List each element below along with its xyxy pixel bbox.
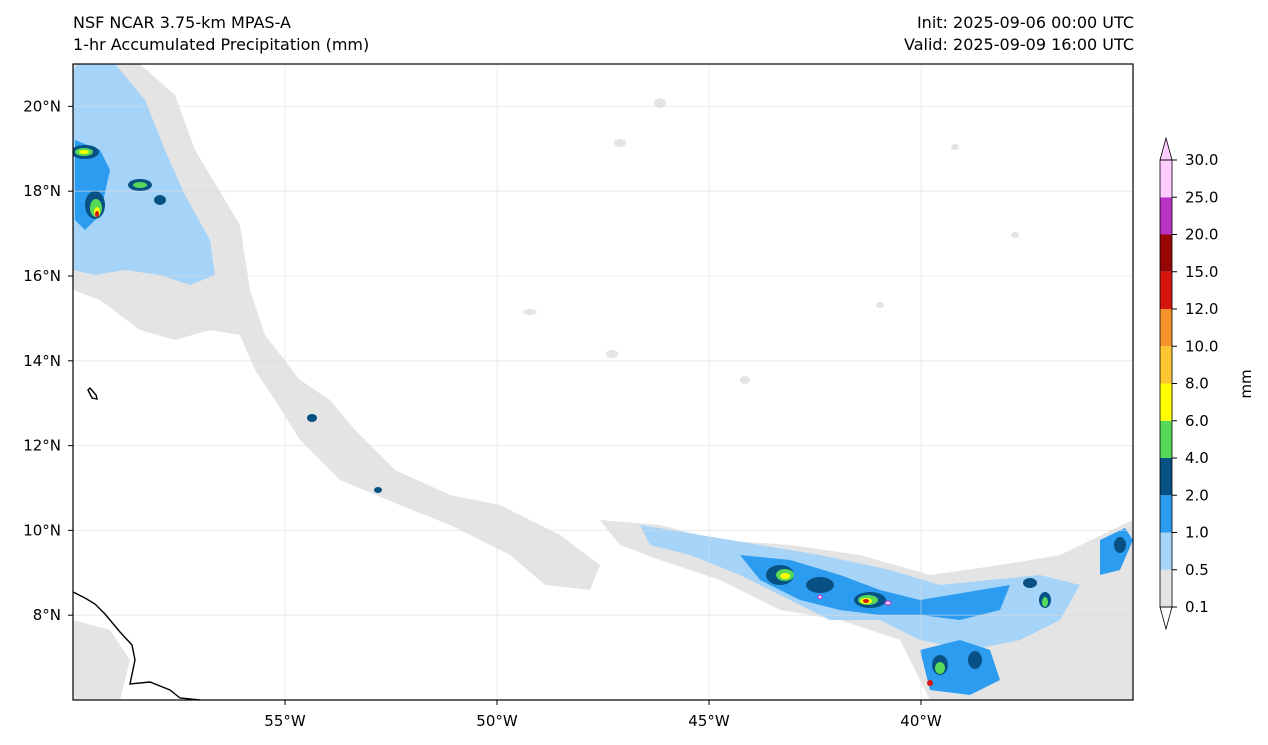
colorbar-extend-max [1159, 136, 1173, 161]
lat-tick-label: 12°N [23, 437, 61, 455]
colorbar-segment [1160, 458, 1172, 496]
title-valid-time: Valid: 2025-09-09 16:00 UTC [903, 35, 1134, 54]
lon-tick-label: 45°W [688, 712, 730, 730]
colorbar-segment [1160, 271, 1172, 309]
colorbar-tick-label: 6.0 [1185, 412, 1209, 430]
gridlines [73, 64, 1133, 700]
colorbar-tick-label: 20.0 [1185, 226, 1218, 244]
lat-tick-label: 10°N [23, 521, 61, 539]
colorbar-tick-label: 12.0 [1185, 300, 1218, 318]
lon-tick-label: 50°W [476, 712, 518, 730]
colorbar-segment [1160, 532, 1172, 570]
precip-band-12.0 [95, 211, 933, 686]
lat-tick-label: 16°N [23, 267, 61, 285]
colorbar-tick-label: 25.0 [1185, 188, 1218, 206]
colorbar-segment [1160, 197, 1172, 235]
colorbar-segment [1160, 234, 1172, 272]
colorbar-segment [1160, 420, 1172, 458]
precip-band-25.0 [817, 594, 892, 606]
colorbar-tick-label: 15.0 [1185, 263, 1218, 281]
colorbar-tick-label: 1.0 [1185, 524, 1209, 542]
latitude-axis: 20°N 18°N 16°N 14°N 12°N 10°N 8°N [23, 97, 73, 624]
colorbar-tick-label: 0.5 [1185, 561, 1209, 579]
colorbar: 0.1 0.5 1.0 2.0 4.0 6.0 8.0 10.0 12.0 15.0 20.0 25.… [1159, 136, 1218, 631]
lat-tick-label: 18°N [23, 182, 61, 200]
colorbar-segment [1160, 309, 1172, 347]
title-init-time: Init: 2025-09-06 00:00 UTC [916, 13, 1134, 32]
lat-tick-label: 8°N [33, 606, 61, 624]
colorbar-tick-label: 0.1 [1185, 598, 1209, 616]
map-frame [72, 63, 1134, 701]
colorbar-segment [1160, 383, 1172, 421]
colorbar-segment [1160, 160, 1172, 198]
lon-tick-label: 40°W [900, 712, 942, 730]
colorbar-label: mm [1237, 369, 1255, 398]
colorbar-segment [1160, 569, 1172, 607]
colorbar-extend-min [1159, 606, 1173, 631]
colorbar-tick-label: 4.0 [1185, 449, 1209, 467]
colorbar-segment [1160, 495, 1172, 533]
title-field: 1-hr Accumulated Precipitation (mm) [73, 35, 370, 54]
coastline [73, 386, 201, 700]
colorbar-tick-label: 30.0 [1185, 151, 1218, 169]
colorbar-tick-label: 8.0 [1185, 375, 1209, 393]
colorbar-segment [1160, 346, 1172, 384]
title-model: NSF NCAR 3.75-km MPAS-A [73, 13, 291, 32]
lon-tick-label: 55°W [264, 712, 306, 730]
precip-band-1.0 [75, 140, 1133, 695]
longitude-axis: 55°W 50°W 45°W 40°W [264, 700, 942, 730]
lat-tick-label: 20°N [23, 97, 61, 115]
colorbar-tick-label: 2.0 [1185, 486, 1209, 504]
lat-tick-label: 14°N [23, 352, 61, 370]
colorbar-tick-label: 10.0 [1185, 337, 1218, 355]
